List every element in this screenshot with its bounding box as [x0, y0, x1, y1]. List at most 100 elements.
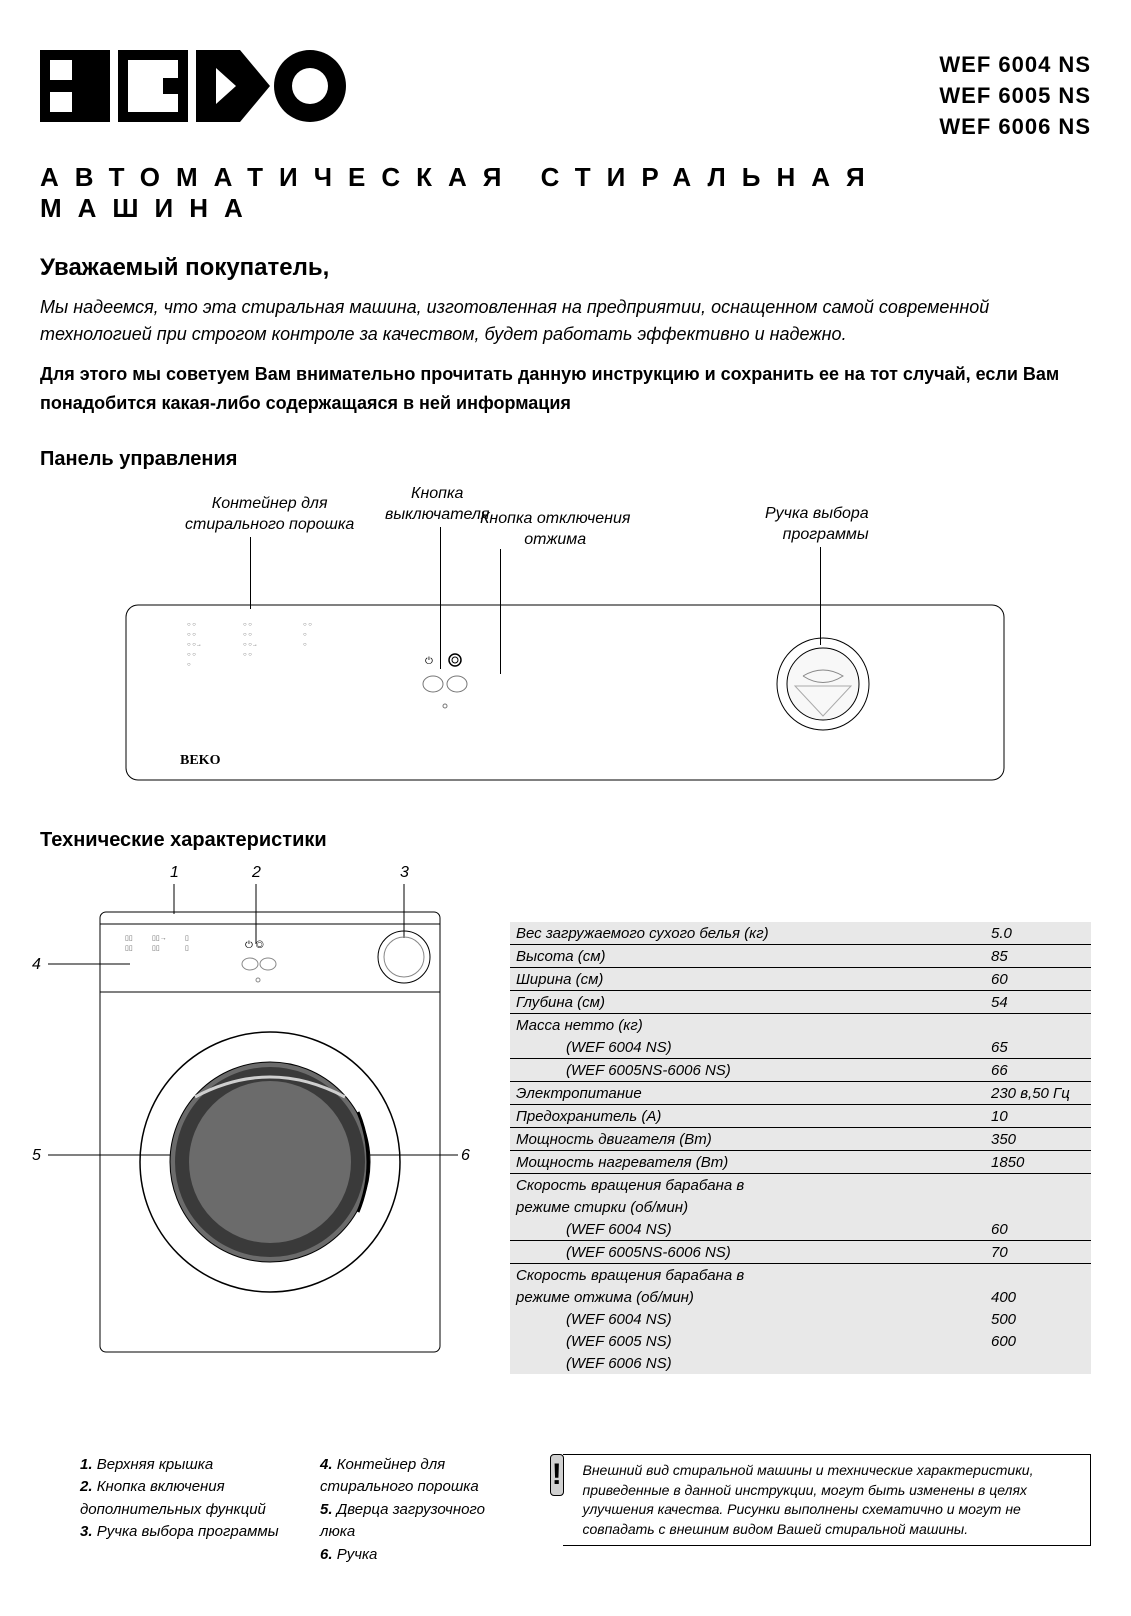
spec-value: 350 [981, 1131, 1091, 1148]
spec-row: Мощность двигателя (Вт)350 [510, 1128, 1091, 1151]
spec-label: Предохранитель (А) [516, 1108, 981, 1125]
legend-col-2: 4. Контейнер для стирального порошка 5. … [320, 1454, 520, 1567]
spec-value: 5.0 [981, 925, 1091, 942]
num-1: 1 [170, 864, 179, 882]
spec-label: (WEF 6004 NS) [516, 1311, 981, 1328]
spec-value [981, 1199, 1091, 1216]
bottom-row: 1. Верхняя крышка 2. Кнопка включения до… [40, 1454, 1091, 1567]
svg-text:○ ○: ○ ○ [243, 622, 252, 628]
spec-label: (WEF 6005NS-6006 NS) [516, 1062, 981, 1079]
spec-row: Вес загружаемого сухого белья (кг)5.0 [510, 922, 1091, 945]
svg-text:▯▯: ▯▯ [125, 935, 133, 942]
spec-row: (WEF 6004 NS)65 [510, 1036, 1091, 1059]
intro-bold: Для этого мы советуем Вам внимательно пр… [40, 360, 1091, 418]
spec-row: (WEF 6004 NS)60 [510, 1218, 1091, 1241]
spec-row: Электропитание230 в,50 Гц [510, 1082, 1091, 1105]
spec-label: (WEF 6004 NS) [516, 1221, 981, 1238]
specs-row: 1 2 3 4 5 6 ▯▯▯▯ ▯▯→▯▯ ▯▯ ⏻ ◎ [40, 872, 1091, 1374]
spec-value [981, 1017, 1091, 1034]
spec-row: Масса нетто (кг) [510, 1014, 1091, 1036]
svg-text:⏻ ◎: ⏻ ◎ [245, 940, 264, 951]
header-row: WEF 6004 NS WEF 6005 NS WEF 6006 NS [40, 50, 1091, 142]
spec-label: (WEF 6004 NS) [516, 1039, 981, 1056]
spec-label: Скорость вращения барабана в [516, 1267, 981, 1284]
spec-label: Вес загружаемого сухого белья (кг) [516, 925, 981, 942]
spec-row: режиме стирки (об/мин) [510, 1196, 1091, 1218]
spec-label: Глубина (см) [516, 994, 981, 1011]
spec-value: 60 [981, 1221, 1091, 1238]
callout-power: Кнопка выключателя [385, 484, 489, 526]
svg-text:○ ○: ○ ○ [187, 652, 196, 658]
num-6: 6 [461, 1147, 470, 1165]
spec-value: 85 [981, 948, 1091, 965]
specs-section-title: Технические характеристики [40, 829, 1091, 852]
spec-value: 1850 [981, 1154, 1091, 1171]
spec-row: (WEF 6004 NS)500 [510, 1308, 1091, 1330]
spec-label: (WEF 6006 NS) [516, 1355, 981, 1372]
spec-row: (WEF 6005 NS)600 [510, 1330, 1091, 1352]
spec-value: 66 [981, 1062, 1091, 1079]
svg-text:○: ○ [303, 642, 307, 648]
spec-row: (WEF 6005NS-6006 NS)70 [510, 1241, 1091, 1264]
svg-text:▯: ▯ [185, 945, 189, 952]
spec-label: (WEF 6005NS-6006 NS) [516, 1244, 981, 1261]
spec-label: режиме отжима (об/мин) [516, 1289, 981, 1306]
spec-value: 54 [981, 994, 1091, 1011]
callout-program: Ручка выбора программы [765, 504, 869, 546]
brand-logo [40, 50, 350, 126]
num-2: 2 [252, 864, 261, 882]
svg-text:▯: ▯ [185, 935, 189, 942]
notice-box: ! Внешний вид стиральной машины и технич… [550, 1454, 1091, 1546]
svg-text:○: ○ [303, 632, 307, 638]
intro-italic: Мы надеемся, что эта стиральная машина, … [40, 294, 1091, 348]
spec-label: Ширина (см) [516, 971, 981, 988]
svg-text:▯▯: ▯▯ [152, 945, 160, 952]
panel-svg: ○ ○○ ○○ ○→○ ○○ ○ ○○ ○○ ○→○ ○ ○ ○○○ ⏻ BEK… [125, 604, 1005, 784]
spec-value: 65 [981, 1039, 1091, 1056]
spec-value [981, 1355, 1091, 1372]
warning-icon: ! [550, 1454, 564, 1496]
model-3: WEF 6006 NS [939, 112, 1091, 143]
control-panel-diagram: Контейнер для стирального порошка Кнопка… [40, 489, 1091, 779]
spec-row: Скорость вращения барабана в [510, 1174, 1091, 1196]
spec-value: 10 [981, 1108, 1091, 1125]
legend-col-1: 1. Верхняя крышка 2. Кнопка включения до… [80, 1454, 290, 1544]
spec-value: 70 [981, 1244, 1091, 1261]
spec-value: 500 [981, 1311, 1091, 1328]
callout-detergent: Контейнер для стирального порошка [185, 494, 354, 536]
spec-label: Масса нетто (кг) [516, 1017, 981, 1034]
spec-label: Скорость вращения барабана в [516, 1177, 981, 1194]
leader-line [250, 537, 251, 609]
spec-row: (WEF 6006 NS) [510, 1352, 1091, 1374]
svg-text:⏻: ⏻ [425, 656, 433, 667]
num-3: 3 [400, 864, 409, 882]
spec-label: Мощность двигателя (Вт) [516, 1131, 981, 1148]
spec-row: Ширина (см)60 [510, 968, 1091, 991]
product-title: АВТОМАТИЧЕСКАЯ СТИРАЛЬНАЯ МАШИНА [40, 162, 1091, 224]
spec-label: Мощность нагревателя (Вт) [516, 1154, 981, 1171]
panel-brand-small: BEKO [180, 753, 221, 768]
svg-text:○ ○→: ○ ○→ [243, 642, 258, 648]
spec-label: (WEF 6005 NS) [516, 1333, 981, 1350]
model-1: WEF 6004 NS [939, 50, 1091, 81]
model-2: WEF 6005 NS [939, 81, 1091, 112]
spec-row: Высота (см)85 [510, 945, 1091, 968]
svg-text:○: ○ [187, 662, 191, 668]
machine-diagram: 1 2 3 4 5 6 ▯▯▯▯ ▯▯→▯▯ ▯▯ ⏻ ◎ [40, 872, 470, 1372]
num-5: 5 [32, 1147, 41, 1165]
spec-value: 60 [981, 971, 1091, 988]
spec-row: Глубина (см)54 [510, 991, 1091, 1014]
spec-label: Электропитание [516, 1085, 981, 1102]
spec-label: режиме стирки (об/мин) [516, 1199, 981, 1216]
svg-text:○ ○: ○ ○ [243, 632, 252, 638]
svg-text:▯▯: ▯▯ [125, 945, 133, 952]
spec-row: режиме отжима (об/мин)400 [510, 1286, 1091, 1308]
spec-row: Предохранитель (А)10 [510, 1105, 1091, 1128]
svg-text:○ ○→: ○ ○→ [187, 642, 202, 648]
machine-svg: ▯▯▯▯ ▯▯→▯▯ ▯▯ ⏻ ◎ [40, 872, 470, 1372]
svg-text:○ ○: ○ ○ [187, 622, 196, 628]
svg-text:○ ○: ○ ○ [187, 632, 196, 638]
svg-text:▯▯→: ▯▯→ [152, 935, 167, 942]
spec-row: Мощность нагревателя (Вт)1850 [510, 1151, 1091, 1174]
spec-value [981, 1267, 1091, 1284]
